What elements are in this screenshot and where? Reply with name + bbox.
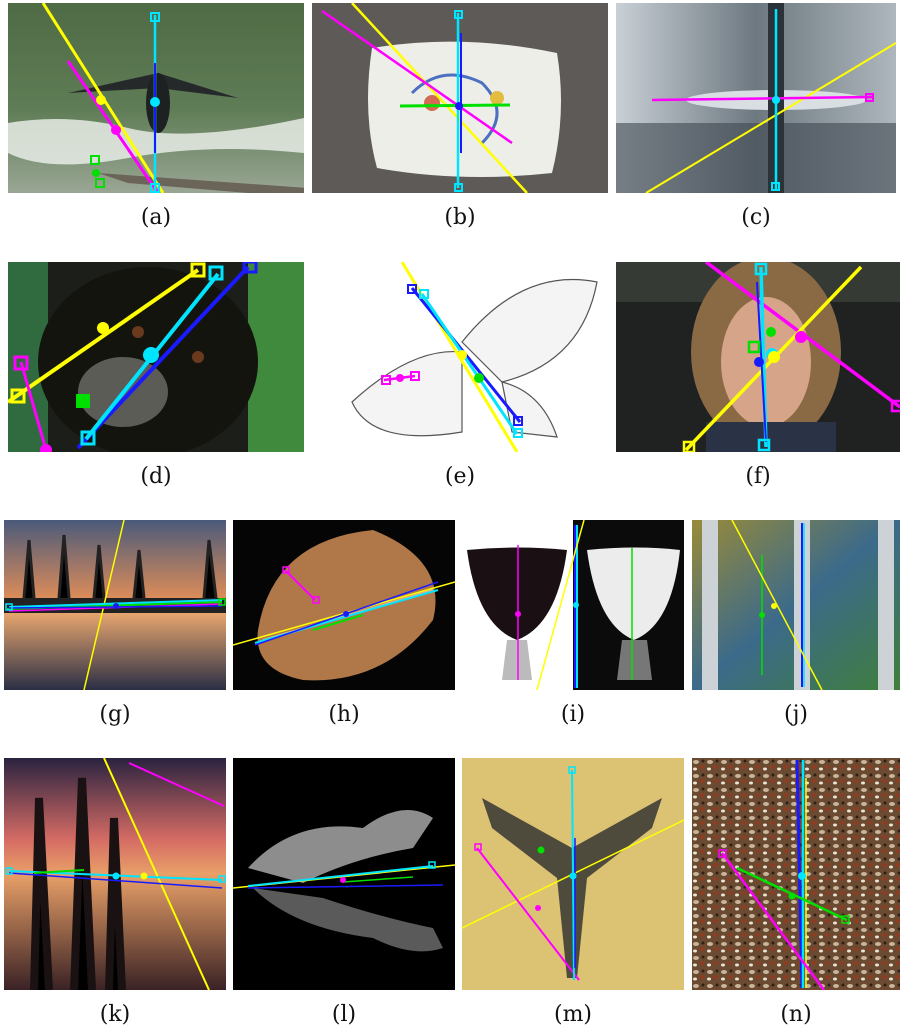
caption-c: (c): [741, 205, 771, 230]
panel-i-image: [462, 520, 684, 690]
panel-b-image: [312, 3, 608, 193]
panel-j-image: [692, 520, 900, 690]
caption-a: (a): [140, 205, 172, 230]
panel-l-image: [233, 758, 455, 990]
panel-a-image: [8, 3, 304, 193]
panel-m-image: [462, 758, 684, 990]
caption-g: (g): [99, 702, 131, 727]
caption-j: (j): [784, 702, 808, 727]
panel-f-image: [616, 262, 900, 452]
panel-c-image: [616, 3, 896, 193]
caption-l: (l): [331, 1002, 357, 1027]
caption-e: (e): [444, 464, 476, 489]
panel-h-image: [233, 520, 455, 690]
panel-g-image: [4, 520, 226, 690]
caption-n: (n): [780, 1002, 812, 1027]
caption-k: (k): [99, 1002, 131, 1027]
caption-d: (d): [140, 464, 172, 489]
panel-n-image: [692, 758, 900, 990]
panel-k-image: [4, 758, 226, 990]
caption-f: (f): [745, 464, 771, 489]
panel-e-image: [312, 262, 608, 452]
caption-b: (b): [444, 205, 476, 230]
caption-h: (h): [328, 702, 360, 727]
panel-d-image: [8, 262, 304, 452]
caption-m: (m): [553, 1002, 593, 1027]
caption-i: (i): [560, 702, 586, 727]
